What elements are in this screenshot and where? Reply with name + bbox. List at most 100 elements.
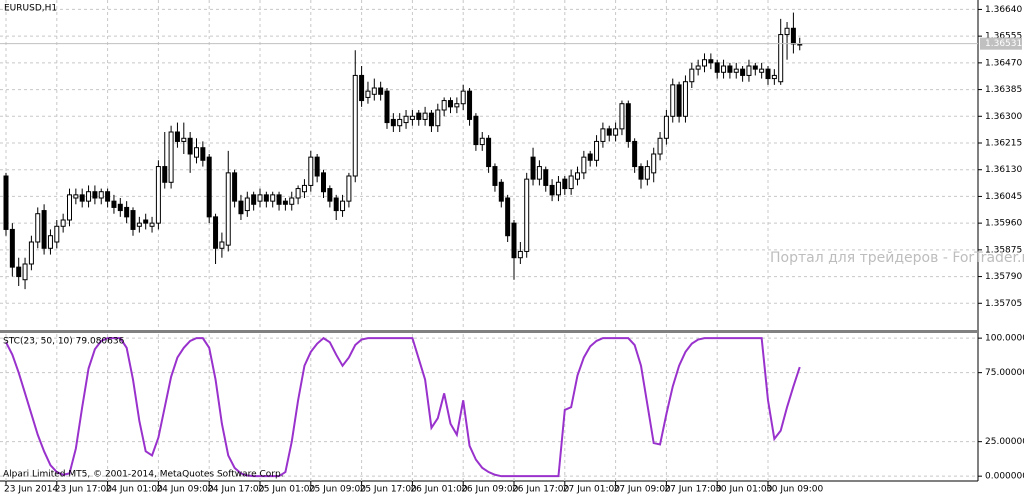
- candle-body: [105, 191, 111, 202]
- candle-body: [219, 241, 225, 249]
- x-tick-label: 26 Jun 01:00: [410, 485, 467, 495]
- x-tick-label: 25 Jun 17:00: [360, 485, 417, 495]
- panel-separator: [0, 330, 978, 333]
- candle-body: [638, 166, 644, 180]
- candle-body: [562, 178, 568, 190]
- candle-body: [257, 194, 263, 202]
- x-tick-label: 25 Jun 09:00: [309, 485, 366, 495]
- candle-body: [295, 188, 301, 199]
- candle-body: [428, 112, 434, 127]
- candle-body: [740, 68, 746, 76]
- candle-body: [149, 222, 155, 227]
- candle-body: [422, 112, 428, 120]
- candle-body: [282, 200, 288, 205]
- candle-body: [346, 175, 352, 202]
- candle-body: [238, 200, 244, 215]
- x-tick-label: 23 Jun 17:00: [55, 485, 112, 495]
- candle-body: [702, 59, 707, 67]
- candle-body: [721, 65, 727, 73]
- y-tick-label: 100.000000: [985, 334, 1024, 344]
- candle-body: [581, 156, 587, 174]
- indicator-label: STC(23, 50, 10) 79.080636: [3, 337, 125, 347]
- current-price-box: [980, 37, 1022, 50]
- candle-body: [225, 172, 231, 246]
- x-tick-label: 27 Jun 09:00: [614, 485, 671, 495]
- candle-body: [663, 115, 669, 139]
- candle-body: [651, 153, 657, 174]
- candle-body: [301, 184, 307, 193]
- candle-body: [276, 194, 282, 205]
- candle-body: [492, 166, 498, 186]
- candle-body: [251, 194, 257, 205]
- y-tick-label: 1.36045: [985, 192, 1022, 202]
- candle-body: [187, 137, 193, 155]
- candle-body: [530, 156, 536, 180]
- y-tick-label: 1.36640: [985, 5, 1022, 15]
- candle-body: [536, 166, 542, 180]
- candle-body: [79, 194, 85, 202]
- candle-body: [333, 197, 339, 212]
- candle-body: [308, 156, 314, 186]
- candle-body: [263, 194, 269, 202]
- candle-body: [632, 140, 638, 168]
- watermark: Портал для трейдеров - ForTrader.ru: [770, 250, 1024, 266]
- candle-body: [727, 65, 733, 73]
- candle-body: [155, 166, 161, 224]
- y-tick-label: 1.36555: [985, 32, 1022, 42]
- candle-body: [670, 84, 676, 117]
- candle-body: [657, 137, 663, 155]
- candle-body: [619, 103, 625, 130]
- candle-body: [378, 87, 384, 95]
- candle-body: [409, 115, 415, 120]
- candle-body: [575, 172, 580, 180]
- y-tick-label: 25.000000: [985, 437, 1024, 447]
- candle-body: [435, 109, 441, 127]
- candle-body: [47, 235, 53, 249]
- candle-body: [98, 191, 104, 199]
- candle-body: [384, 90, 390, 124]
- candle-body: [314, 156, 320, 177]
- candle-body: [517, 250, 523, 259]
- candle-body: [41, 210, 47, 249]
- candle-body: [784, 27, 790, 36]
- candle-body: [365, 90, 371, 98]
- candle-body: [270, 194, 276, 202]
- candle-body: [600, 128, 606, 142]
- candle-body: [714, 62, 720, 73]
- candle-body: [321, 172, 326, 193]
- candle-body: [568, 175, 574, 190]
- candle-body: [181, 137, 187, 142]
- candle-body: [136, 222, 142, 227]
- copyright: Alpari Limited MT5, © 2001-2014, MetaQuo…: [3, 470, 284, 480]
- candle-body: [3, 175, 9, 230]
- chart-title: EURUSD,H1: [4, 4, 57, 14]
- x-tick-label: 30 Jun 09:00: [766, 485, 823, 495]
- candle-body: [194, 147, 199, 158]
- candle-body: [416, 112, 422, 120]
- candle-body: [200, 147, 206, 161]
- candle-body: [695, 65, 701, 70]
- candle-body: [644, 166, 650, 180]
- candle-body: [35, 213, 41, 243]
- candle-body: [689, 68, 695, 83]
- x-tick-label: 23 Jun 2014: [4, 485, 58, 495]
- candle-body: [543, 169, 549, 186]
- candle-body: [371, 87, 377, 95]
- x-tick-label: 30 Jun 01:00: [715, 485, 772, 495]
- candle-body: [752, 65, 758, 70]
- y-tick-label: 1.36215: [985, 139, 1022, 149]
- candle-body: [613, 128, 619, 136]
- candle-body: [403, 115, 409, 124]
- x-tick-label: 26 Jun 09:00: [461, 485, 518, 495]
- candle-body: [460, 90, 466, 105]
- candle-body: [327, 188, 333, 202]
- candle-body: [213, 216, 219, 249]
- candle-body: [359, 74, 365, 102]
- candle-body: [67, 194, 72, 221]
- y-tick-label: 1.36385: [985, 85, 1022, 95]
- x-tick-label: 24 Jun 09:00: [156, 485, 213, 495]
- y-tick-label: 0.000000: [985, 472, 1024, 482]
- candle-body: [143, 219, 149, 224]
- indicator-line: [5, 336, 801, 478]
